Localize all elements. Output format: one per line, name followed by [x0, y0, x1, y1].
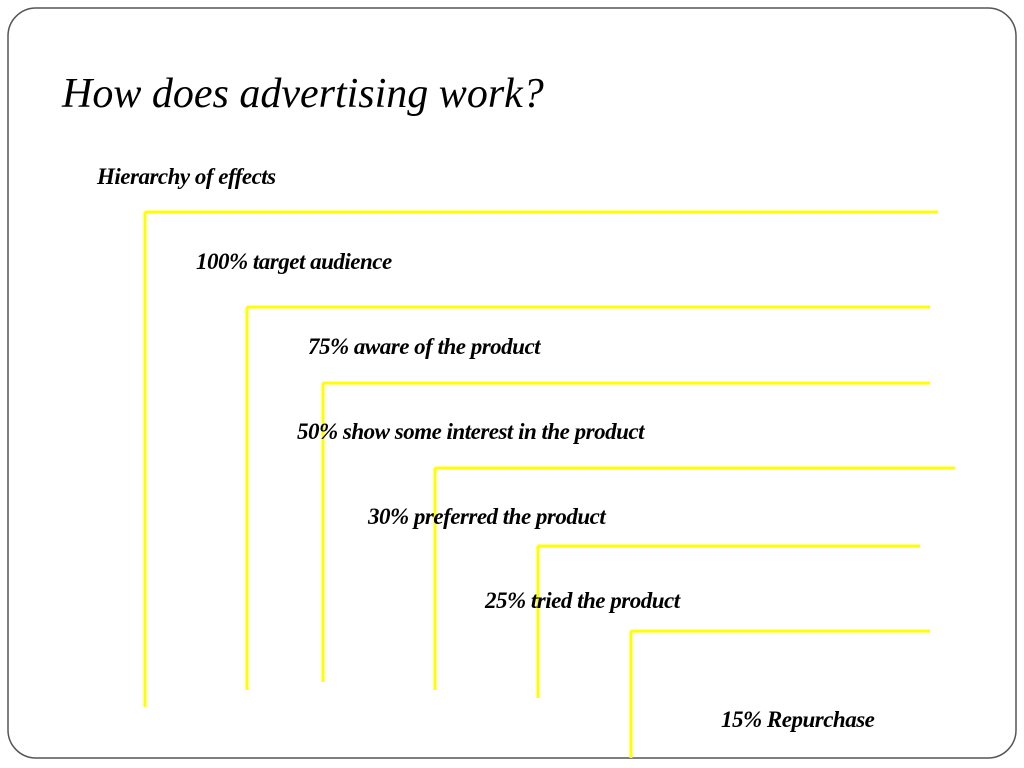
slide-title: How does advertising work?: [61, 71, 544, 117]
level-label: 75% aware of the product: [308, 334, 541, 359]
level-label: 25% tried the product: [484, 588, 681, 613]
subtitle: Hierarchy of effects: [96, 164, 276, 189]
hierarchy-brackets: [143, 210, 955, 758]
level-label: 100% target audience: [196, 249, 392, 274]
level-label: 30% preferred the product: [367, 504, 606, 529]
level-label: 15% Repurchase: [721, 707, 875, 732]
level-label: 50% show some interest in the product: [297, 419, 645, 444]
